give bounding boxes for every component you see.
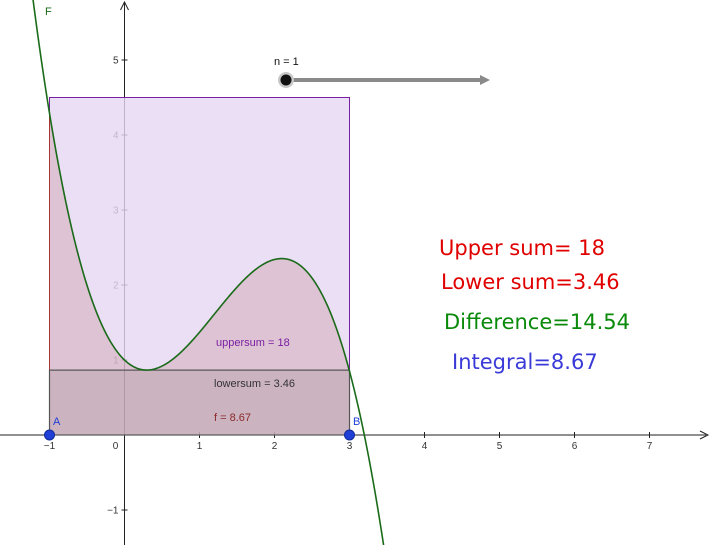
upper-sum-text: Upper sum= 18 xyxy=(439,236,605,260)
function-curve[interactable] xyxy=(31,0,386,545)
point-a[interactable] xyxy=(44,429,55,441)
x-tick-label: 6 xyxy=(572,441,578,452)
x-tick-label: 1 xyxy=(197,441,203,452)
x-tick-label: 3 xyxy=(347,441,353,452)
n-slider[interactable]: n = 1 xyxy=(274,56,490,88)
y-axis-arrow xyxy=(120,0,129,11)
curve-label-f: F xyxy=(45,6,52,18)
y-tick-label: −1 xyxy=(107,506,119,517)
x-tick-label: 2 xyxy=(272,441,278,452)
curve-f[interactable] xyxy=(31,0,386,545)
difference-text: Difference=14.54 xyxy=(444,310,630,334)
point-b[interactable] xyxy=(344,429,355,441)
x-tick-label: 7 xyxy=(647,441,653,452)
integral-value-label: f = 8.67 xyxy=(214,412,251,424)
x-tick-label: 5 xyxy=(497,441,503,452)
lowersum-label: lowersum = 3.46 xyxy=(214,378,295,390)
point-a-label: A xyxy=(53,416,61,428)
uppersum-label: uppersum = 18 xyxy=(216,337,290,349)
x-tick-label: 4 xyxy=(422,441,428,452)
x-tick-label: −1 xyxy=(44,441,56,452)
y-tick-label: 5 xyxy=(113,56,119,67)
lower-sum-rectangle xyxy=(48,369,351,436)
slider-track-arrow xyxy=(480,75,490,85)
point-b-label: B xyxy=(353,416,360,428)
integral-text: Integral=8.67 xyxy=(452,350,598,374)
slider-knob[interactable] xyxy=(280,74,292,86)
upper-sum-rectangle xyxy=(49,97,350,436)
slider-label: n = 1 xyxy=(274,56,299,68)
interval-points[interactable] xyxy=(44,429,355,441)
x-tick-label: 0 xyxy=(113,441,119,452)
lower-sum-text: Lower sum=3.46 xyxy=(441,270,620,294)
riemann-areas xyxy=(48,97,351,436)
x-axis-arrow xyxy=(699,430,710,440)
